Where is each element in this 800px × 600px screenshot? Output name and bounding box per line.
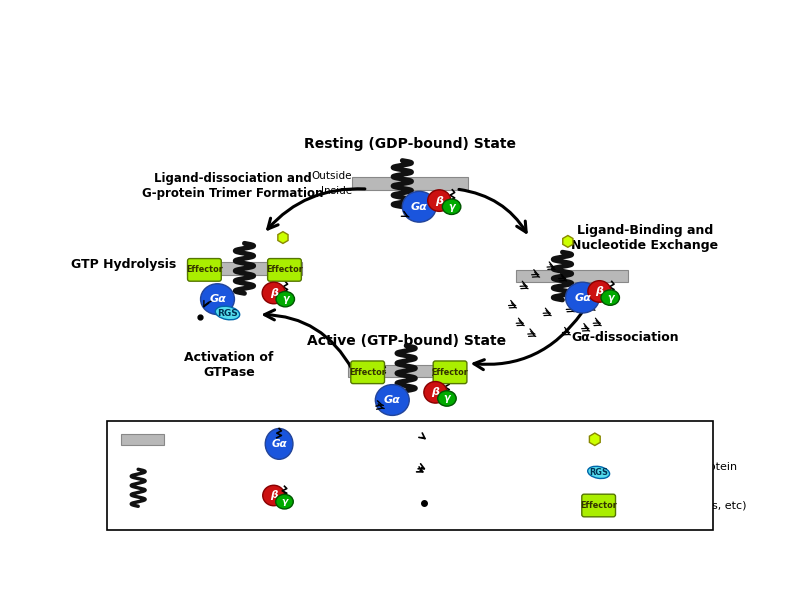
Ellipse shape bbox=[588, 281, 611, 302]
Ellipse shape bbox=[215, 306, 240, 320]
Text: Effector: Effector bbox=[266, 265, 303, 274]
Ellipse shape bbox=[442, 199, 461, 214]
Ellipse shape bbox=[424, 382, 447, 403]
Text: Inside: Inside bbox=[321, 187, 352, 196]
Text: Outside: Outside bbox=[312, 171, 352, 181]
Text: Ligand-Binding and
Nucleotide Exchange: Ligand-Binding and Nucleotide Exchange bbox=[571, 224, 718, 251]
Text: Signaling: Signaling bbox=[374, 442, 439, 455]
Polygon shape bbox=[278, 232, 288, 244]
Text: γ: γ bbox=[282, 294, 289, 304]
FancyBboxPatch shape bbox=[350, 361, 385, 383]
Text: Effector: Effector bbox=[432, 368, 469, 377]
FancyBboxPatch shape bbox=[268, 259, 302, 281]
Ellipse shape bbox=[262, 282, 286, 304]
Ellipse shape bbox=[266, 428, 293, 460]
Text: β: β bbox=[595, 286, 603, 296]
FancyBboxPatch shape bbox=[582, 494, 615, 517]
FancyBboxPatch shape bbox=[516, 270, 627, 282]
FancyBboxPatch shape bbox=[106, 421, 713, 530]
Text: γ: γ bbox=[448, 202, 455, 212]
Ellipse shape bbox=[276, 292, 294, 307]
Text: Gα: Gα bbox=[384, 395, 401, 405]
Ellipse shape bbox=[601, 290, 619, 305]
Text: RGS: RGS bbox=[217, 308, 238, 317]
FancyBboxPatch shape bbox=[349, 365, 464, 377]
FancyBboxPatch shape bbox=[122, 434, 163, 445]
Text: Gα-subunit
(Palmitoylated): Gα-subunit (Palmitoylated) bbox=[297, 429, 382, 451]
Text: RGS: RGS bbox=[590, 468, 608, 477]
Text: Gα: Gα bbox=[271, 439, 287, 449]
Text: Resting (GDP-bound) State: Resting (GDP-bound) State bbox=[304, 137, 516, 151]
Ellipse shape bbox=[438, 391, 456, 406]
Text: Gα: Gα bbox=[209, 294, 226, 304]
Text: Gα-dissociation: Gα-dissociation bbox=[572, 331, 679, 344]
Text: β: β bbox=[270, 288, 278, 298]
Text: Gβγ-subunit
(GPI-anchored): Gβγ-subunit (GPI-anchored) bbox=[297, 485, 381, 506]
Text: Regulator of G-protein
Signaling: Regulator of G-protein Signaling bbox=[614, 461, 738, 483]
Text: β: β bbox=[270, 491, 278, 500]
Ellipse shape bbox=[566, 282, 599, 313]
Text: γ: γ bbox=[607, 293, 614, 302]
Ellipse shape bbox=[262, 485, 285, 506]
Ellipse shape bbox=[201, 284, 234, 314]
Ellipse shape bbox=[428, 190, 451, 211]
FancyBboxPatch shape bbox=[433, 361, 467, 383]
FancyBboxPatch shape bbox=[186, 262, 302, 275]
Text: Ligand-dissociation and
G-protein Trimer Formation: Ligand-dissociation and G-protein Trimer… bbox=[142, 172, 323, 200]
Ellipse shape bbox=[402, 191, 436, 222]
Text: GPCR: GPCR bbox=[169, 483, 200, 493]
Text: GTP Hydrolysis: GTP Hydrolysis bbox=[71, 258, 177, 271]
Ellipse shape bbox=[588, 466, 610, 479]
Text: γ: γ bbox=[282, 497, 288, 506]
Text: β: β bbox=[431, 388, 439, 397]
Text: β: β bbox=[435, 196, 443, 206]
Text: Agonist: Agonist bbox=[606, 434, 648, 444]
Text: Pi (Inorganic Phosphate): Pi (Inorganic Phosphate) bbox=[433, 498, 569, 508]
Polygon shape bbox=[562, 236, 573, 247]
Text: Guanosine triphosphate
(GTP): Guanosine triphosphate (GTP) bbox=[433, 458, 567, 479]
Ellipse shape bbox=[375, 385, 410, 415]
Text: Effector: Effector bbox=[580, 501, 617, 510]
Text: Effector: Effector bbox=[350, 368, 386, 377]
Text: Gα: Gα bbox=[574, 293, 591, 302]
Ellipse shape bbox=[276, 494, 294, 509]
FancyBboxPatch shape bbox=[187, 259, 222, 281]
Text: Gα: Gα bbox=[411, 202, 428, 212]
FancyBboxPatch shape bbox=[352, 178, 468, 190]
Text: Effector: Effector bbox=[186, 265, 222, 274]
Text: Effector (Enzymes, etc): Effector (Enzymes, etc) bbox=[616, 500, 747, 511]
Text: Guanosine diphosphate
(GDP): Guanosine diphosphate (GDP) bbox=[433, 428, 565, 450]
Polygon shape bbox=[590, 433, 600, 446]
Text: γ: γ bbox=[444, 394, 450, 403]
Text: Active (GTP-bound) State: Active (GTP-bound) State bbox=[306, 334, 506, 347]
Text: Plasma Membrane: Plasma Membrane bbox=[169, 434, 273, 444]
Text: Activation of
GTPase: Activation of GTPase bbox=[184, 350, 274, 379]
